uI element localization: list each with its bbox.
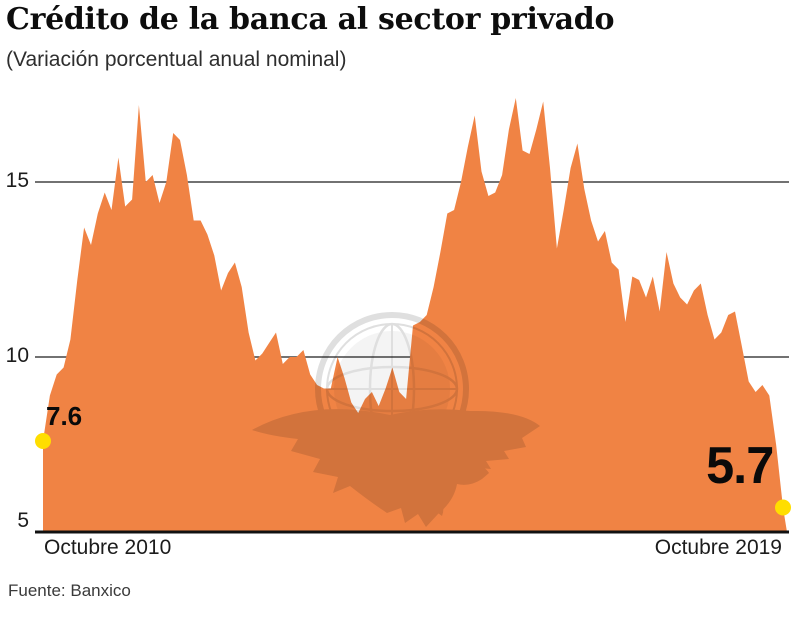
start-value-label: 7.6 (46, 401, 83, 431)
x-axis-label-end: Octubre 2019 (654, 536, 782, 559)
y-axis-tick-5: 5 (17, 509, 29, 532)
y-axis-tick-15: 15 (5, 169, 29, 192)
end-point-dot (775, 499, 791, 516)
x-axis-label-start: Octubre 2010 (44, 536, 172, 559)
end-value-label: 5.7 (705, 437, 774, 495)
y-axis-tick-10: 10 (5, 344, 29, 367)
chart-subtitle: (Variación porcentual anual nominal) (6, 48, 347, 71)
start-point-dot (35, 433, 51, 449)
chart-title: Crédito de la banca al sector privado (6, 2, 615, 37)
credit-growth-area-series (43, 98, 787, 532)
source-note: Fuente: Banxico (8, 581, 131, 600)
